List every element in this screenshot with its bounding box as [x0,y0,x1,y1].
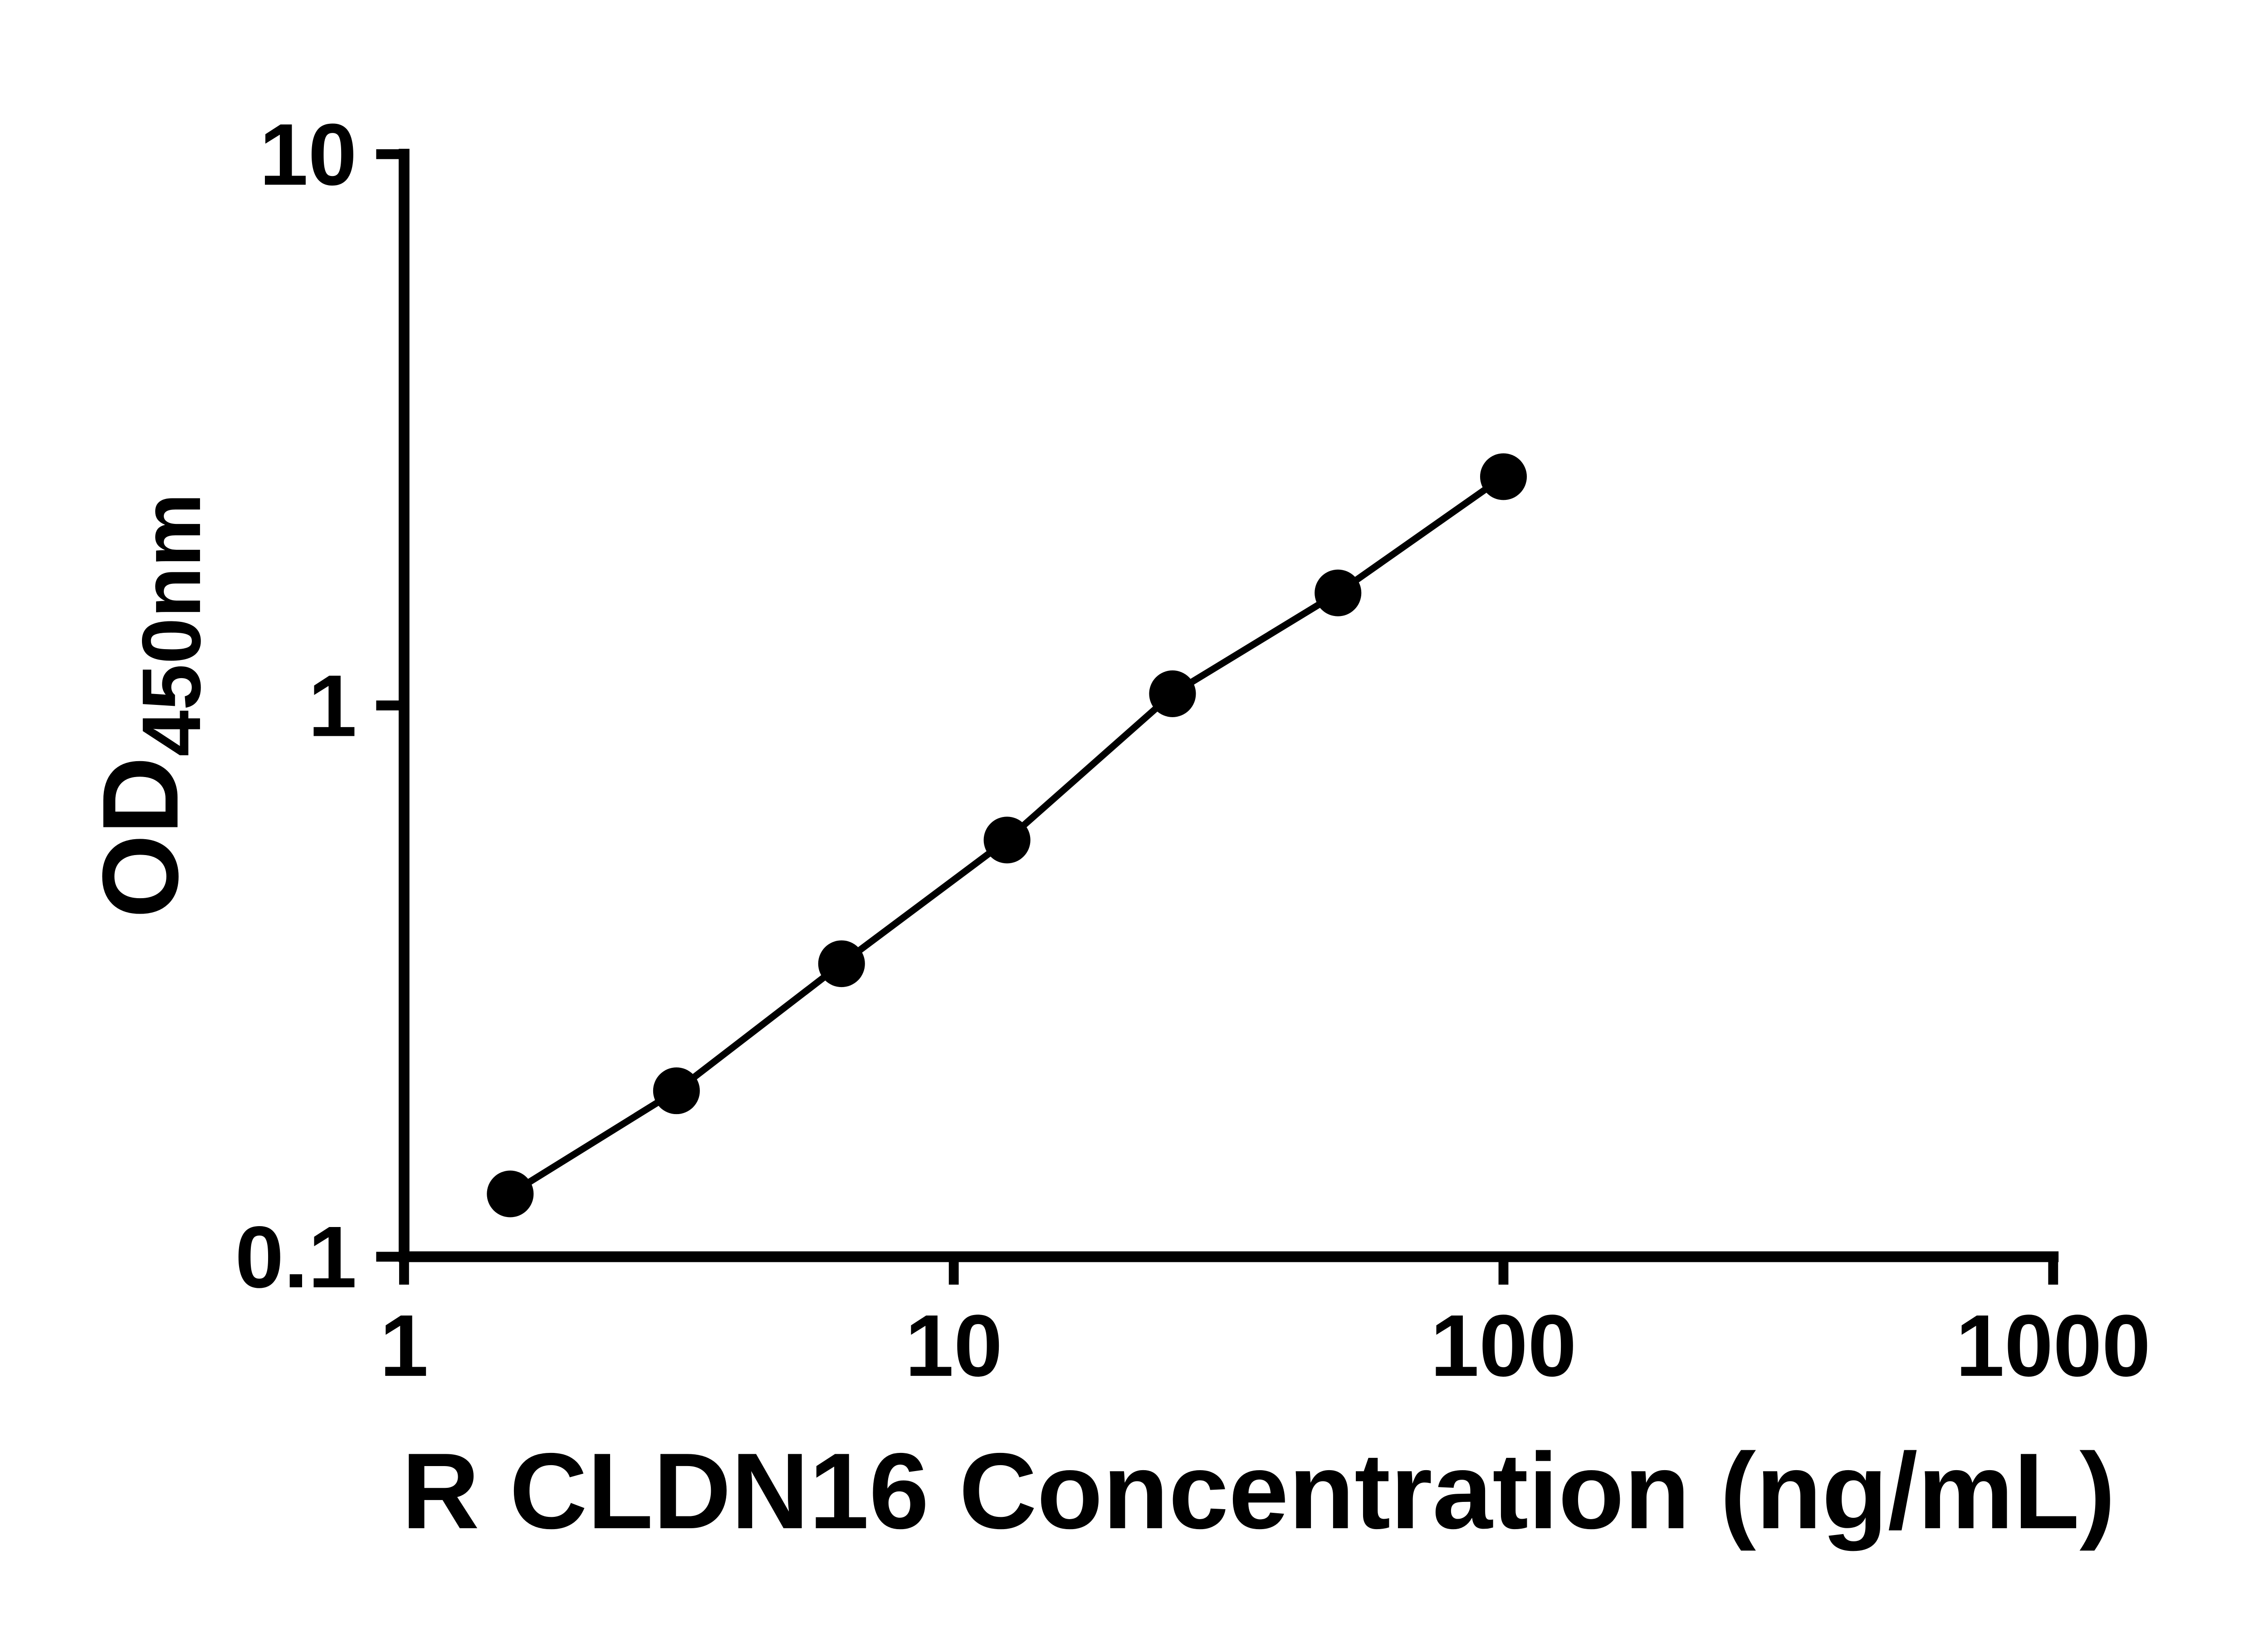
y-tick-label: 1 [308,657,357,755]
y-axis-title-subscript: 450nm [125,493,218,757]
x-tick-label: 1 [380,1296,428,1394]
y-tick-label: 10 [259,105,357,203]
y-tick-label: 0.1 [235,1208,357,1306]
data-point [1149,670,1196,717]
data-point [983,816,1031,864]
data-point [1480,453,1527,500]
x-tick-label: 10 [905,1296,1002,1394]
data-point [487,1170,534,1217]
x-tick-label: 100 [1430,1296,1576,1394]
data-point [1315,569,1362,616]
y-axis-title: OD450nm [80,493,218,918]
data-point [653,1067,700,1115]
data-point [818,940,865,988]
y-axis-title-main: OD [80,757,200,919]
x-axis-title: R CLDN16 Concentration (ng/mL) [401,1431,2115,1551]
x-tick-label: 1000 [1955,1296,2151,1394]
